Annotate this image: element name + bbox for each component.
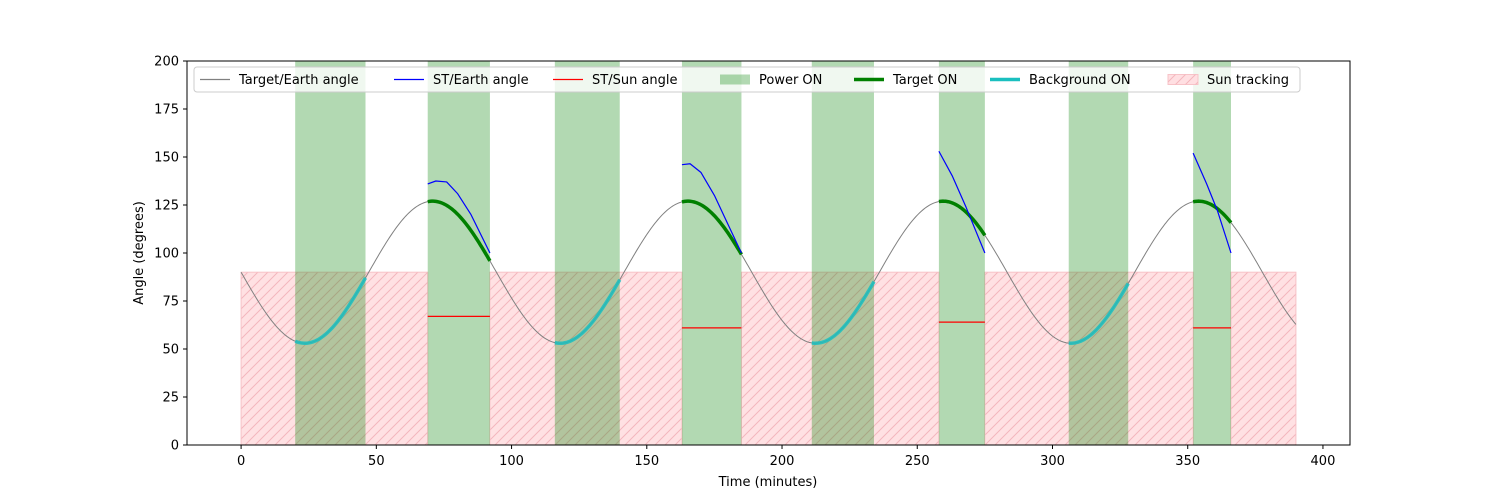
x-tick-label: 200 [770,454,795,469]
y-tick-label: 150 [154,151,179,166]
background-on-segment [294,276,368,345]
y-tick-label: 175 [154,103,179,118]
legend-label: Power ON [759,73,822,88]
sun-tracking-hatch [984,271,1194,445]
x-tick-label: 150 [634,454,659,469]
st-earth-angle-segment [1192,152,1232,254]
legend-box [193,66,1301,93]
background-on-segment [811,280,876,345]
y-tick-label: 50 [162,343,179,358]
legend-label: ST/Sun angle [592,73,678,88]
x-tick-label: 100 [499,454,524,469]
st-earth-angle-segment [427,180,491,254]
st-earth-angle-segment [938,150,986,254]
power-on-band [1193,61,1231,445]
target-on-segment [1192,199,1233,224]
legend-label: Sun tracking [1207,73,1289,88]
y-tick-label: 0 [171,439,179,454]
power-on-layer [295,61,1231,445]
x-tick-label: 50 [368,454,385,469]
legend-label: Target/Earth angle [238,73,359,88]
y-axis-label: Angle (degrees) [132,201,147,305]
legend-label: ST/Earth angle [433,73,529,88]
power-on-band [681,61,742,445]
legend: Target/Earth angle ST/Earth angle ST/Sun a… [193,66,1301,93]
power-on-band [811,61,874,445]
sun-tracking-hatch [1230,271,1297,445]
x-tick-label: 0 [237,454,245,469]
x-axis-label: Time (minutes) [718,475,818,490]
target-on-segment [681,199,743,256]
legend-swatch-hatch [1168,74,1198,85]
power-on-band [427,61,490,445]
y-tick-label: 125 [154,199,179,214]
x-tick-label: 250 [905,454,930,469]
sun-tracking-hatch [740,271,940,445]
legend-swatch [720,74,750,85]
power-on-band [554,61,620,445]
legend-label: Background ON [1029,73,1131,88]
st-earth-angle-segment [681,163,742,254]
background-on-segment [1068,282,1130,345]
sun-tracking-layer [240,271,1297,445]
y-tick-label: 75 [162,295,179,310]
target-on-segment [427,199,492,262]
y-tick-label: 100 [154,247,179,262]
legend-label: Target ON [892,73,957,88]
background-on-segment [554,278,622,345]
sun-tracking-hatch [489,271,683,445]
y-tick-label: 25 [162,391,179,406]
target-on-segment [938,199,987,237]
x-tick-label: 400 [1311,454,1336,469]
x-tick-label: 300 [1040,454,1065,469]
x-tick-label: 350 [1175,454,1200,469]
power-on-band [938,61,985,445]
lines-layer [240,150,1297,345]
sun-tracking-hatch [240,271,429,445]
y-tick-label: 200 [154,55,179,70]
power-on-band [295,61,366,445]
power-on-band [1068,61,1129,445]
axes-layer: 0 50 100 150 200 250 300 350 400 0 25 50 75 100 125 150… [154,55,1335,470]
